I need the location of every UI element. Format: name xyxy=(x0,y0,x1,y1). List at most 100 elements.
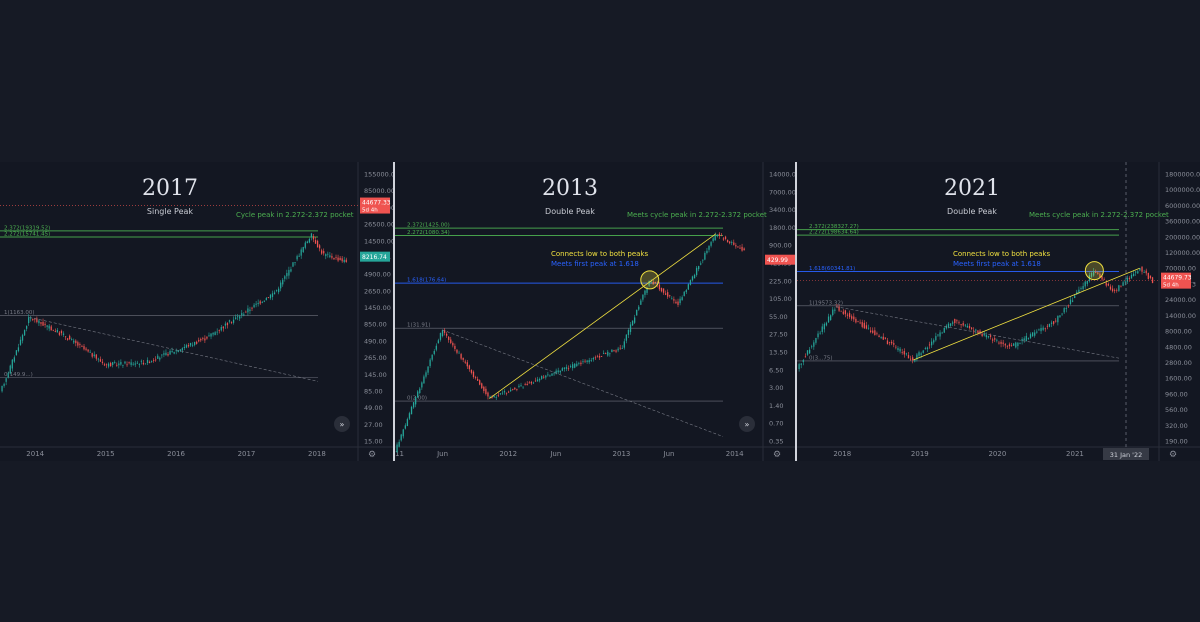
candle-body xyxy=(122,364,124,366)
candle-body xyxy=(821,326,823,333)
candle-body xyxy=(404,425,406,429)
candle-body xyxy=(895,346,897,348)
candle-body xyxy=(296,256,298,260)
y-tick-label: 105.00 xyxy=(769,295,792,303)
candle-body xyxy=(146,359,149,364)
annotation-blue: Meets first peak at 1.618 xyxy=(953,260,1041,268)
candle-body xyxy=(553,373,555,375)
candle-body xyxy=(933,340,935,343)
candle-body xyxy=(259,301,261,304)
y-tick-label: 145.00 xyxy=(364,371,387,379)
candle-body xyxy=(825,322,828,326)
candle-body xyxy=(435,345,437,350)
candle-body xyxy=(815,337,817,343)
candle-body xyxy=(968,326,971,328)
y-tick-label: 1800000.00 xyxy=(1165,171,1200,179)
candle-body xyxy=(7,373,9,378)
candle-body xyxy=(243,314,245,316)
candle-body xyxy=(419,388,421,394)
annotation-green: Meets cycle peak in 2.272-2.372 pocket xyxy=(627,211,767,219)
candle-body xyxy=(739,247,741,249)
candle-body xyxy=(1059,315,1061,317)
candle-body xyxy=(144,363,147,365)
candle-body xyxy=(66,338,69,340)
candle-body xyxy=(5,378,7,382)
candle-body xyxy=(431,354,433,360)
candle-body xyxy=(120,362,122,365)
annotation-green: Meets cycle peak in 2.272-2.372 pocket xyxy=(1029,211,1169,219)
candle-body xyxy=(124,361,126,364)
candle-body xyxy=(335,257,337,258)
candle-body xyxy=(844,310,847,315)
candle-body xyxy=(163,353,165,355)
price-tag-time: 5d 4h xyxy=(1163,283,1179,289)
y-tick-label: 1450.00 xyxy=(364,304,391,312)
candle-body xyxy=(922,350,924,353)
candle-body xyxy=(615,350,617,352)
candle-body xyxy=(1126,277,1128,282)
candle-body xyxy=(44,323,46,325)
y-tick-label: 320.00 xyxy=(1165,422,1188,430)
candle-body xyxy=(724,236,727,239)
fib-level-label: 2.272(1080.34) xyxy=(407,230,450,236)
candle-body xyxy=(216,331,218,333)
candle-body xyxy=(1063,308,1065,313)
candle-body xyxy=(423,376,425,384)
fib-level-label: 0(149.9...) xyxy=(4,372,33,378)
candle-body xyxy=(1097,272,1099,274)
candle-body xyxy=(110,362,112,367)
candle-body xyxy=(846,314,849,316)
candle-body xyxy=(58,332,61,335)
candle-body xyxy=(819,332,821,334)
dashed-trend-line xyxy=(835,306,1120,359)
candle-body xyxy=(271,293,274,297)
candle-body xyxy=(874,330,876,335)
chart-svg-2013: 14000.00 7000.00 3400.00 1800.00 900.00 429.9… xyxy=(395,162,795,461)
chart-svg-2021: 1800000.00 1000000.00 600000.00 360000.00 20… xyxy=(797,162,1200,461)
candle-body xyxy=(842,311,844,314)
candle-body xyxy=(308,238,311,243)
candle-body xyxy=(679,298,681,304)
y-tick-label: 3.00 xyxy=(769,384,783,392)
candle-body xyxy=(128,362,130,364)
candle-body xyxy=(234,317,237,319)
candle-body xyxy=(1145,270,1147,274)
x-tick-label: Jun xyxy=(549,450,561,458)
candle-body xyxy=(97,358,99,360)
candle-body xyxy=(1046,325,1048,327)
candle-body xyxy=(698,266,700,270)
candle-body xyxy=(410,406,413,415)
panel-title: 2017 xyxy=(142,176,198,201)
candle-body xyxy=(720,234,723,236)
candle-body xyxy=(541,376,543,379)
candle-body xyxy=(859,322,861,324)
candle-body xyxy=(210,333,212,337)
candle-body xyxy=(1048,323,1051,327)
first-peak-circle xyxy=(1084,261,1104,281)
candle-body xyxy=(514,387,516,390)
candle-body xyxy=(1141,266,1143,272)
candle-body xyxy=(838,306,840,311)
candle-body xyxy=(161,354,163,356)
candle-body xyxy=(683,291,685,297)
trend-line-yellow xyxy=(913,267,1140,361)
candle-body xyxy=(1095,272,1097,273)
candle-body xyxy=(99,359,102,362)
candle-body xyxy=(157,355,159,359)
candle-body xyxy=(1124,281,1126,283)
candle-body xyxy=(32,319,34,320)
candle-body xyxy=(549,375,551,377)
candle-body xyxy=(733,242,735,245)
candle-body xyxy=(46,325,48,327)
candle-body xyxy=(249,309,251,311)
candle-body xyxy=(493,395,495,398)
candle-body xyxy=(580,362,582,365)
candle-body xyxy=(306,241,308,244)
candle-body xyxy=(150,361,153,362)
candle-body xyxy=(897,348,899,351)
candle-body xyxy=(341,258,343,262)
candle-body xyxy=(893,343,895,345)
fib-level-label: 2.272(15741.45) xyxy=(4,232,50,238)
candle-body xyxy=(1025,335,1027,342)
candle-body xyxy=(813,342,815,347)
